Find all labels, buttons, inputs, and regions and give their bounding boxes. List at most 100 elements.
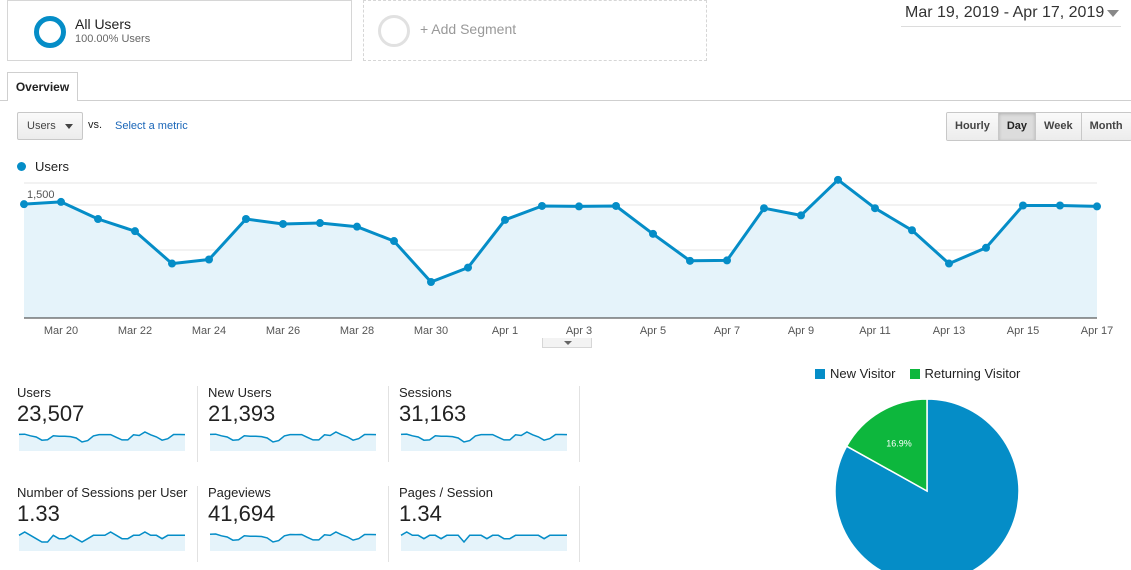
legend-item-returning-visitor[interactable]: Returning Visitor bbox=[909, 366, 1021, 381]
segment-all-users[interactable]: All Users 100.00% Users bbox=[7, 0, 352, 61]
stat-value: 21,393 bbox=[208, 401, 276, 426]
data-point bbox=[538, 201, 546, 210]
visitor-pie-chart: 83.1%16.9% bbox=[834, 398, 1020, 570]
legend-label: Users bbox=[35, 159, 69, 174]
area-fill bbox=[24, 179, 1097, 318]
data-point bbox=[612, 201, 620, 210]
stat-new-users: New Users 21,393 bbox=[208, 385, 389, 463]
caret-down-icon bbox=[1107, 10, 1119, 17]
day-button[interactable]: Day bbox=[998, 113, 1037, 140]
sparkline-area bbox=[401, 532, 567, 551]
tab-divider bbox=[0, 100, 1131, 101]
select-metric-link[interactable]: Select a metric bbox=[115, 120, 188, 132]
x-tick-label: Apr 17 bbox=[1081, 325, 1113, 337]
data-point bbox=[20, 200, 28, 209]
sparkline-line bbox=[209, 431, 377, 443]
segment-ring-icon bbox=[34, 16, 66, 48]
add-segment-button[interactable]: + Add Segment bbox=[363, 0, 707, 61]
sparkline-area bbox=[19, 532, 185, 551]
data-point bbox=[205, 255, 213, 264]
stat-divider bbox=[197, 386, 198, 462]
data-point bbox=[945, 259, 953, 268]
stat-label: Pages / Session bbox=[399, 485, 493, 500]
x-tick-label: Apr 9 bbox=[788, 325, 814, 337]
sparkline bbox=[209, 531, 377, 551]
stat-value: 31,163 bbox=[399, 401, 467, 426]
stat-pageviews: Pageviews 41,694 bbox=[208, 485, 389, 563]
stat-sessions-per-user: Number of Sessions per User 1.33 bbox=[17, 485, 198, 563]
x-tick-label: Mar 30 bbox=[414, 325, 448, 337]
data-point bbox=[242, 215, 250, 223]
segment-subtitle: 100.00% Users bbox=[75, 33, 151, 45]
data-point bbox=[57, 197, 65, 206]
data-point bbox=[427, 278, 435, 286]
legend-item-new-visitor[interactable]: New Visitor bbox=[815, 366, 896, 381]
stat-value: 1.33 bbox=[17, 501, 60, 526]
month-button[interactable]: Month bbox=[1081, 113, 1131, 140]
data-point bbox=[168, 259, 176, 268]
vs-label: vs. bbox=[88, 119, 103, 131]
chart-legend: Users bbox=[17, 159, 69, 174]
sparkline-line bbox=[209, 531, 377, 543]
stat-label: Users bbox=[17, 385, 51, 400]
tab-overview[interactable]: Overview bbox=[7, 72, 78, 101]
stat-label: Number of Sessions per User bbox=[17, 485, 188, 500]
stat-divider bbox=[579, 486, 580, 562]
date-range-label: Mar 19, 2019 - Apr 17, 2019 bbox=[905, 4, 1105, 21]
pie-legend: New Visitor Returning Visitor bbox=[815, 366, 1034, 381]
empty-segment-ring-icon bbox=[378, 15, 410, 47]
hourly-button[interactable]: Hourly bbox=[947, 113, 999, 140]
stat-value: 23,507 bbox=[17, 401, 85, 426]
stat-label: New Users bbox=[208, 385, 272, 400]
stat-label: Pageviews bbox=[208, 485, 271, 500]
sparkline bbox=[400, 431, 568, 451]
stat-label: Sessions bbox=[399, 385, 452, 400]
legend-swatch bbox=[909, 368, 920, 379]
granularity-toggle: Hourly Day Week Month bbox=[946, 112, 1131, 141]
chart-collapse-toggle[interactable] bbox=[542, 338, 592, 348]
x-tick-label: Mar 20 bbox=[44, 325, 78, 337]
legend-label: New Visitor bbox=[830, 366, 896, 381]
stat-value: 41,694 bbox=[208, 501, 276, 526]
data-point bbox=[501, 215, 509, 224]
sparkline-line bbox=[18, 531, 185, 543]
data-point bbox=[575, 202, 583, 211]
data-point bbox=[316, 219, 324, 228]
x-tick-label: Mar 28 bbox=[340, 325, 374, 337]
metric-select-dropdown[interactable]: Users bbox=[17, 112, 83, 140]
week-button[interactable]: Week bbox=[1036, 113, 1082, 140]
data-point bbox=[982, 243, 990, 252]
pie-slice-label: 16.9% bbox=[886, 438, 912, 448]
data-point bbox=[686, 256, 694, 265]
legend-label: Returning Visitor bbox=[924, 366, 1021, 381]
x-tick-label: Apr 7 bbox=[714, 325, 740, 337]
sparkline-line bbox=[400, 431, 568, 443]
sparkline bbox=[18, 431, 186, 451]
sparkline-line bbox=[400, 531, 567, 544]
stat-sessions: Sessions 31,163 bbox=[399, 385, 580, 463]
data-point bbox=[464, 263, 472, 272]
series-line bbox=[23, 178, 1098, 284]
stat-divider bbox=[388, 386, 389, 462]
data-point bbox=[390, 237, 398, 246]
sparkline bbox=[400, 531, 567, 551]
data-point bbox=[1093, 202, 1101, 211]
pie-slice bbox=[845, 398, 928, 493]
data-point bbox=[131, 227, 139, 236]
segment-title: All Users bbox=[75, 16, 132, 32]
sparkline bbox=[209, 431, 377, 451]
x-tick-label: Mar 26 bbox=[266, 325, 300, 337]
stat-divider bbox=[197, 486, 198, 562]
x-tick-label: Mar 22 bbox=[118, 325, 152, 337]
sparkline bbox=[18, 531, 185, 551]
stat-users: Users 23,507 bbox=[17, 385, 198, 463]
y-tick-label: 1,500 bbox=[27, 189, 55, 201]
stat-pages-per-session: Pages / Session 1.34 bbox=[399, 485, 580, 563]
data-point bbox=[649, 229, 657, 238]
date-range-picker[interactable]: Mar 19, 2019 - Apr 17, 2019 bbox=[901, 4, 1121, 27]
data-point bbox=[908, 226, 916, 235]
x-tick-label: Apr 15 bbox=[1007, 325, 1039, 337]
x-tick-label: Apr 11 bbox=[859, 325, 891, 337]
legend-swatch bbox=[815, 368, 825, 379]
